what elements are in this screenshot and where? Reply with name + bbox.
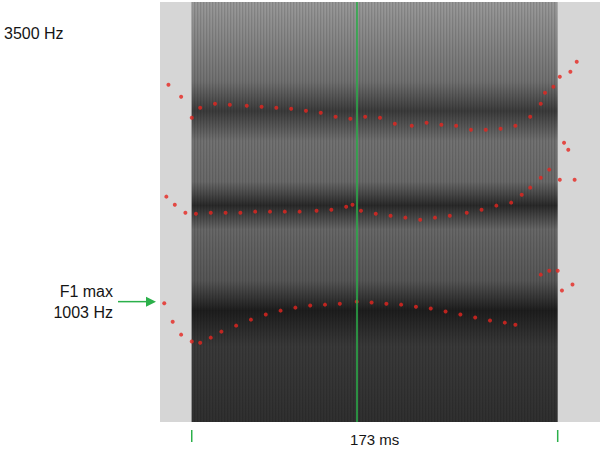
svg-text:173 ms: 173 ms	[350, 431, 399, 448]
svg-text:1003 Hz: 1003 Hz	[53, 304, 113, 321]
svg-text:3500 Hz: 3500 Hz	[4, 25, 64, 42]
svg-text:F1 max: F1 max	[60, 283, 113, 300]
